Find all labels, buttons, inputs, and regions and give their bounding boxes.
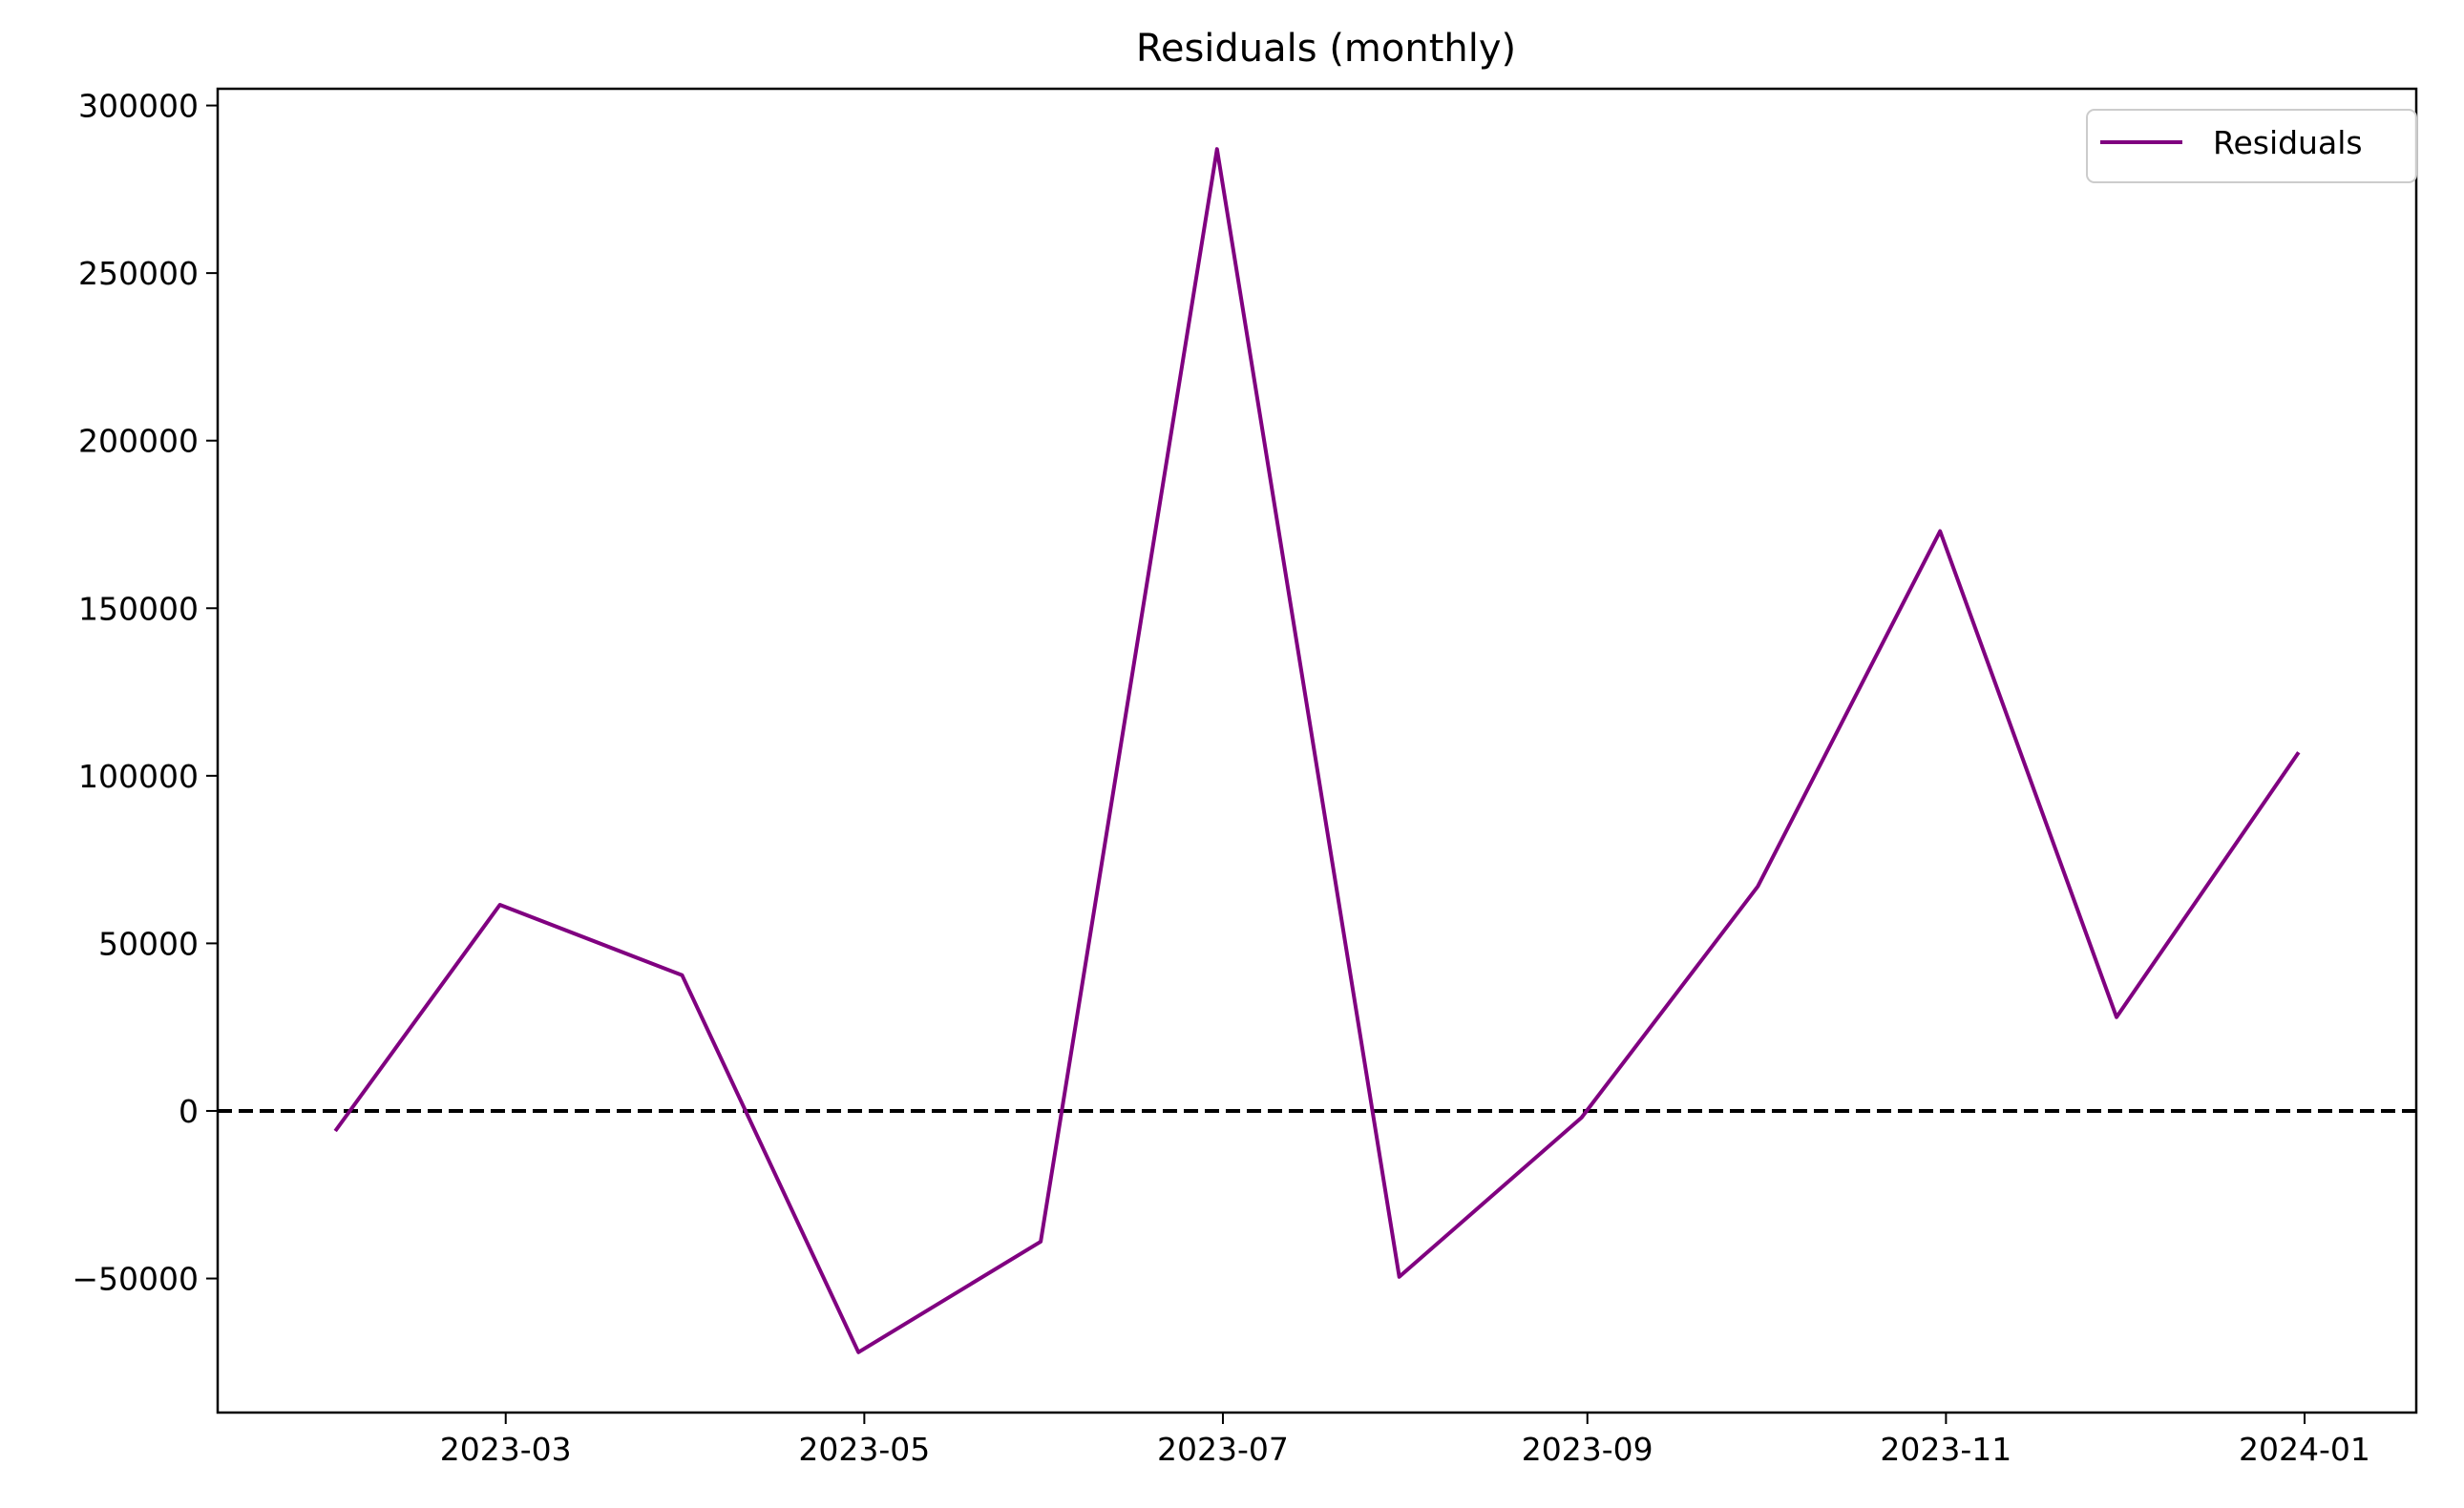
legend: Residuals [2086, 109, 2417, 183]
y-tick-label: 100000 [78, 758, 199, 795]
x-tick-label: 2023-11 [1880, 1431, 2011, 1468]
y-tick-label: 250000 [78, 255, 199, 292]
x-tick-label: 2023-03 [440, 1431, 572, 1468]
y-tick-label: 150000 [78, 590, 199, 627]
legend-label: Residuals [2213, 124, 2363, 161]
y-tick-label: 0 [179, 1093, 199, 1130]
chart-title: Residuals (monthly) [1136, 27, 1516, 71]
x-tick-label: 2023-09 [1522, 1431, 1653, 1468]
y-tick-label: 50000 [98, 925, 199, 962]
x-axis: 2023-03 2023-05 2023-07 2023-09 2023-11 2024-… [440, 1413, 2370, 1468]
series-layer [333, 147, 2301, 1354]
legend-box [2086, 109, 2417, 183]
y-tick-label: −50000 [72, 1261, 199, 1298]
y-axis: −50000 0 50000 100000 150000 200000 250000 3000… [72, 88, 218, 1298]
y-tick-label: 200000 [78, 423, 199, 460]
plot-frame [216, 87, 2418, 1414]
series-line-residuals [333, 147, 2301, 1354]
plot-area [216, 87, 2418, 1414]
x-tick-label: 2024-01 [2239, 1431, 2370, 1468]
y-tick-label: 300000 [78, 88, 199, 125]
x-tick-label: 2023-05 [798, 1431, 930, 1468]
x-tick-label: 2023-07 [1157, 1431, 1289, 1468]
